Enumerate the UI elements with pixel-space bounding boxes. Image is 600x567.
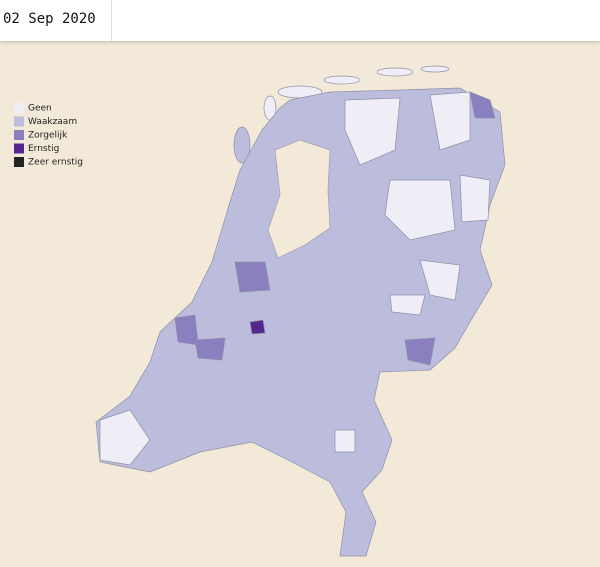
legend: Geen Waakzaam Zorgelijk Ernstig Zeer ernstig — [14, 103, 83, 168]
region — [194, 337, 226, 361]
region — [404, 337, 436, 366]
island — [420, 65, 450, 73]
lake — [267, 139, 331, 259]
legend-swatch — [14, 103, 24, 113]
region — [459, 174, 491, 223]
region — [419, 259, 461, 301]
island — [376, 67, 414, 77]
legend-label: Waakzaam — [28, 117, 77, 127]
legend-swatch — [14, 157, 24, 167]
region — [429, 91, 471, 151]
region — [389, 294, 426, 316]
map: Geen Waakzaam Zorgelijk Ernstig Zeer ernstig — [14, 65, 506, 557]
region — [334, 429, 356, 453]
regions — [99, 91, 496, 466]
region — [234, 261, 271, 293]
legend-label: Ernstig — [28, 144, 59, 154]
legend-swatch — [14, 130, 24, 140]
region — [469, 91, 496, 119]
separator — [111, 0, 112, 41]
legend-label: Zorgelijk — [28, 131, 68, 141]
legend-swatch — [14, 116, 24, 127]
region — [344, 97, 401, 166]
legend-label: Geen — [28, 104, 52, 114]
islands — [233, 65, 450, 164]
legend-label: Zeer ernstig — [28, 158, 83, 168]
top-bar: 02 Sep 2020 — [0, 0, 600, 41]
island — [233, 126, 251, 164]
region — [99, 409, 151, 466]
island — [323, 75, 361, 85]
region — [174, 314, 199, 346]
legend-swatch — [14, 143, 24, 154]
region — [384, 179, 456, 241]
region — [249, 319, 266, 335]
date-label: 02 Sep 2020 — [3, 11, 96, 27]
